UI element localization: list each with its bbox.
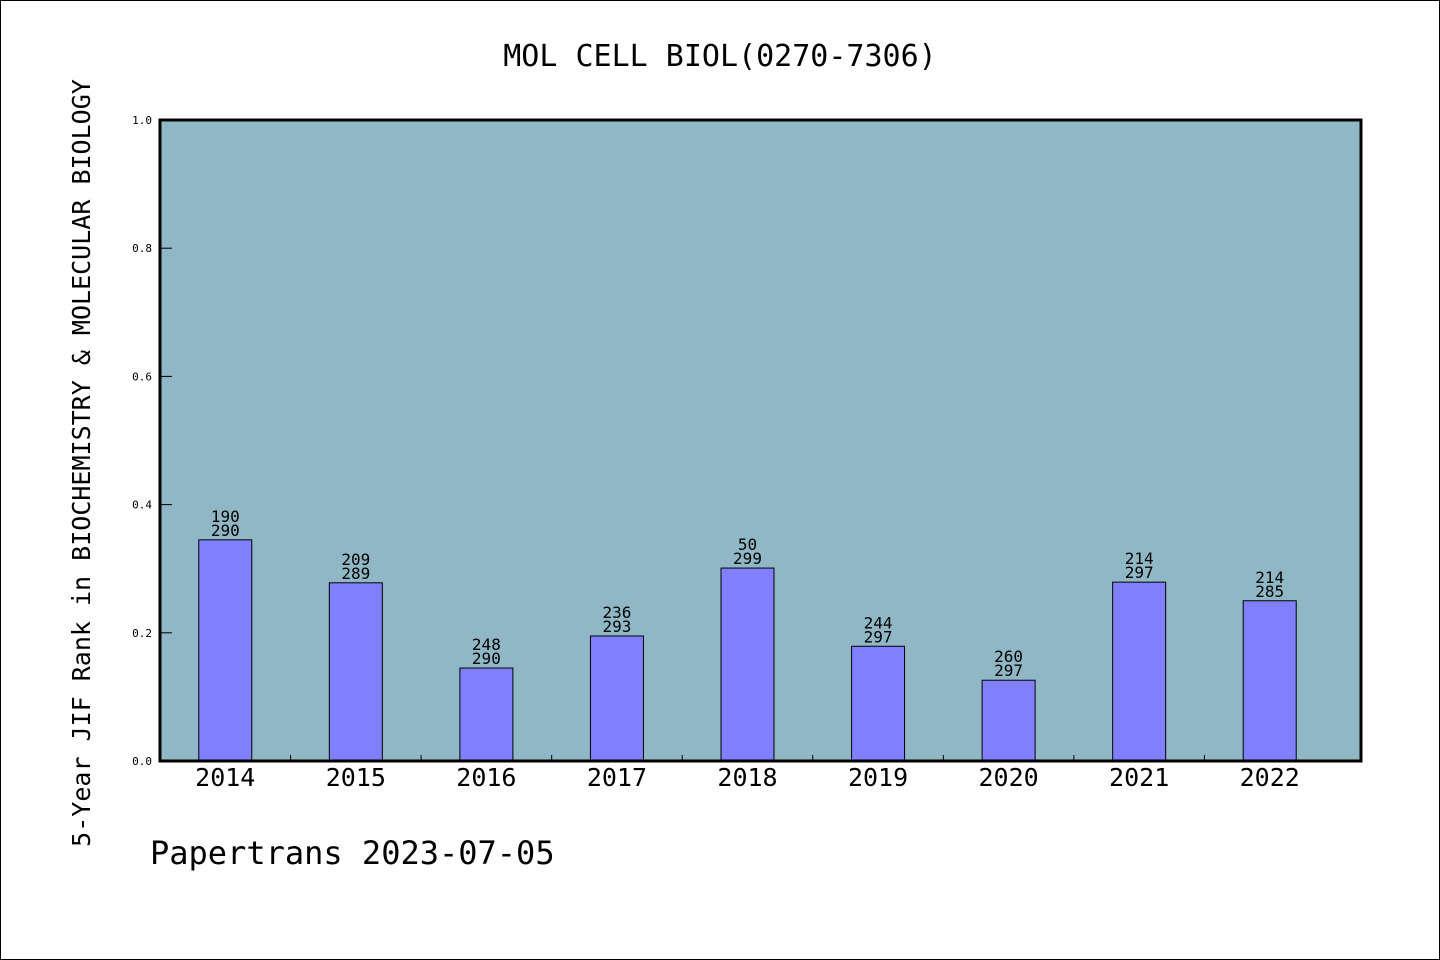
data-label-rank: 248 (472, 635, 501, 654)
data-labels: 1902902092892482902362935029924429726029… (211, 507, 1284, 680)
data-label-rank: 50 (738, 535, 757, 554)
y-tick-label: 0.0 (132, 755, 152, 768)
x-tick-label: 2014 (195, 763, 255, 792)
x-tick-label: 2018 (717, 763, 777, 792)
x-tick-label: 2019 (848, 763, 908, 792)
data-label-rank: 244 (864, 613, 893, 632)
bar-2016 (459, 667, 514, 762)
y-tick-label: 0.6 (132, 370, 152, 383)
bar-2018 (720, 567, 775, 762)
data-label-rank: 209 (341, 550, 370, 569)
x-tick-label: 2020 (979, 763, 1039, 792)
data-label-rank: 236 (602, 603, 631, 622)
data-label-total: 297 (994, 661, 1023, 680)
bar-series (198, 539, 1297, 762)
y-tick-label: 0.4 (132, 499, 152, 512)
y-tick-label: 1.0 (132, 114, 152, 127)
y-axis: 0.0 0.2 0.4 0.6 0.8 1.0 (132, 114, 172, 768)
x-axis: 2014 2015 2016 2017 2018 2019 2020 2021 2022 (195, 755, 1300, 792)
bar-2022 (1242, 600, 1297, 762)
x-tick-label: 2016 (456, 763, 516, 792)
data-label-total: 285 (1255, 582, 1284, 601)
plot-border (158, 118, 1363, 763)
data-label-total: 293 (602, 617, 631, 636)
y-tick-label: 0.2 (132, 627, 152, 640)
data-label-rank: 214 (1255, 568, 1284, 587)
bar-2015 (328, 582, 383, 762)
bar-2021 (1112, 581, 1167, 762)
data-label-total: 297 (864, 627, 893, 646)
x-tick-label: 2017 (587, 763, 647, 792)
bar-2017 (589, 635, 644, 762)
bar-2014 (198, 539, 253, 762)
data-label-total: 297 (1125, 563, 1154, 582)
watermark-text: Papertrans 2023-07-05 (150, 834, 555, 872)
bar-2019 (851, 645, 906, 762)
data-label-total: 290 (472, 649, 501, 668)
data-label-total: 289 (341, 564, 370, 583)
data-label-rank: 190 (211, 507, 240, 526)
data-label-total: 299 (733, 549, 762, 568)
x-tick-label: 2021 (1109, 763, 1169, 792)
y-tick-label: 0.8 (132, 242, 152, 255)
x-tick-label: 2022 (1240, 763, 1300, 792)
data-label-total: 290 (211, 521, 240, 540)
x-tick-label: 2015 (326, 763, 386, 792)
bar-2020 (981, 679, 1036, 762)
data-label-rank: 260 (994, 647, 1023, 666)
chart-title: MOL CELL BIOL(0270-7306) (503, 39, 936, 74)
y-axis-label: 5-Year JIF Rank in BIOCHEMISTRY & MOLECU… (67, 79, 96, 847)
data-label-rank: 214 (1125, 549, 1154, 568)
